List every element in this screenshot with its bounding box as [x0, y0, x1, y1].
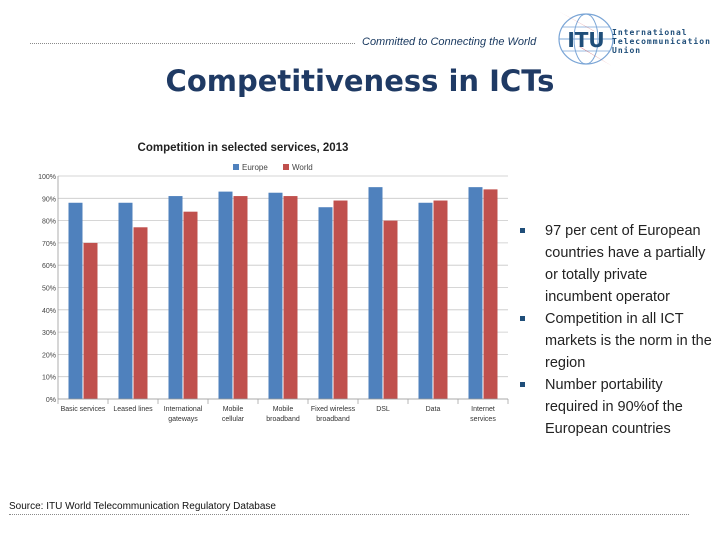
- x-tick-label: Data: [426, 406, 441, 413]
- footer-divider: [9, 514, 689, 515]
- bar-europe: [318, 207, 333, 399]
- bar-europe: [368, 187, 383, 399]
- bullet-text: 97 per cent of European countries have a…: [545, 223, 706, 305]
- y-tick-label: 40%: [42, 308, 56, 315]
- legend-swatch: [233, 164, 239, 170]
- bar-world: [333, 200, 348, 399]
- bullet-item: 97 per cent of European countries have a…: [518, 220, 718, 308]
- y-tick-label: 100%: [38, 174, 56, 181]
- bullet-item: Competition in all ICT markets is the no…: [518, 308, 718, 374]
- y-tick-label: 30%: [42, 330, 56, 337]
- bullet-text: Competition in all ICT markets is the no…: [545, 311, 712, 371]
- tagline: Committed to Connecting the World: [362, 36, 537, 48]
- x-tick-label: services: [470, 416, 496, 423]
- y-tick-label: 70%: [42, 241, 56, 248]
- bar-world: [283, 196, 298, 399]
- bar-world: [233, 196, 248, 399]
- x-tick-label: Mobile: [273, 406, 294, 413]
- bullet-square-icon: [520, 316, 525, 321]
- org-name: International Telecommunication Union: [612, 28, 711, 55]
- bar-europe: [118, 202, 133, 399]
- x-tick-label: International: [164, 406, 203, 413]
- bar-world: [83, 242, 98, 399]
- x-tick-label: Fixed wireless: [311, 406, 356, 413]
- legend-label: Europe: [242, 163, 268, 172]
- x-tick-label: broadband: [266, 416, 300, 423]
- slide-title: Competitiveness in ICTs: [0, 64, 720, 98]
- logo-text: ITU: [567, 28, 604, 52]
- x-tick-label: gateways: [168, 416, 198, 423]
- y-tick-label: 80%: [42, 219, 56, 226]
- x-tick-label: Leased lines: [113, 406, 153, 413]
- y-tick-label: 60%: [42, 263, 56, 270]
- slide-title-text: Competitiveness in ICTs: [165, 64, 555, 98]
- bar-europe: [68, 202, 83, 399]
- bar-europe: [268, 192, 283, 399]
- bullet-list: 97 per cent of European countries have a…: [518, 220, 718, 440]
- header-divider: [30, 43, 355, 44]
- x-tick-label: DSL: [376, 406, 390, 413]
- bullet-square-icon: [520, 382, 525, 387]
- bar-world: [483, 189, 498, 399]
- x-tick-label: broadband: [316, 416, 350, 423]
- bar-world: [383, 220, 398, 399]
- x-tick-label: Basic services: [61, 406, 106, 413]
- bar-world: [183, 211, 198, 399]
- bar-europe: [418, 202, 433, 399]
- bullet-square-icon: [520, 228, 525, 233]
- itu-logo: ITU: [558, 12, 614, 66]
- bar-europe: [468, 187, 483, 399]
- y-tick-label: 90%: [42, 196, 56, 203]
- x-tick-label: Mobile: [223, 406, 244, 413]
- bar-europe: [218, 191, 233, 399]
- y-tick-label: 0%: [46, 397, 56, 404]
- bar-world: [433, 200, 448, 399]
- bar-world: [133, 227, 148, 399]
- legend-swatch: [283, 164, 289, 170]
- competition-bar-chart: Competition in selected services, 2013 Eu…: [38, 142, 509, 423]
- source-note: Source: ITU World Telecommunication Regu…: [9, 501, 276, 512]
- chart-title: Competition in selected services, 2013: [138, 142, 349, 154]
- legend-label: World: [292, 163, 313, 172]
- bar-europe: [168, 196, 183, 399]
- y-tick-label: 10%: [42, 375, 56, 382]
- x-tick-label: cellular: [222, 416, 245, 423]
- bullet-item: Number portability required in 90%of the…: [518, 374, 718, 440]
- bullet-text: Number portability required in 90%of the…: [545, 377, 683, 437]
- x-tick-label: Internet: [471, 406, 495, 413]
- y-tick-label: 20%: [42, 352, 56, 359]
- y-tick-label: 50%: [42, 286, 56, 293]
